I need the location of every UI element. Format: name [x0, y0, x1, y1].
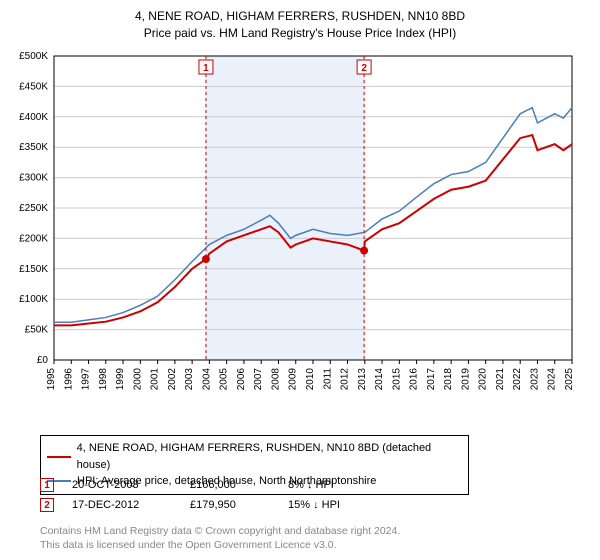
- svg-text:2011: 2011: [322, 368, 333, 390]
- svg-text:2021: 2021: [495, 368, 506, 391]
- svg-text:2000: 2000: [132, 368, 143, 391]
- svg-text:2: 2: [361, 63, 367, 74]
- svg-text:2019: 2019: [460, 368, 471, 391]
- svg-text:£500K: £500K: [19, 51, 48, 62]
- sale-price: £166,000: [190, 479, 270, 491]
- svg-text:2012: 2012: [340, 368, 351, 391]
- sale-row: 2 17-DEC-2012 £179,950 15% ↓ HPI: [40, 498, 378, 512]
- svg-text:2008: 2008: [270, 368, 281, 391]
- svg-text:2010: 2010: [305, 368, 316, 391]
- svg-text:2018: 2018: [443, 368, 454, 391]
- svg-text:2024: 2024: [547, 368, 558, 391]
- legend-swatch: [47, 456, 71, 458]
- chart-title: 4, NENE ROAD, HIGHAM FERRERS, RUSHDEN, N…: [0, 0, 600, 42]
- svg-text:£250K: £250K: [19, 203, 48, 214]
- svg-text:2016: 2016: [409, 368, 420, 391]
- svg-text:2020: 2020: [478, 368, 489, 391]
- svg-text:£350K: £350K: [19, 142, 48, 153]
- svg-text:£300K: £300K: [19, 173, 48, 184]
- footer-line-1: Contains HM Land Registry data © Crown c…: [40, 524, 400, 538]
- svg-text:2009: 2009: [288, 368, 299, 391]
- sale-marker-icon: 1: [40, 478, 54, 492]
- svg-text:2022: 2022: [512, 368, 523, 391]
- svg-text:£150K: £150K: [19, 264, 48, 275]
- price-chart: £0 £50K £100K £150K £200K £250K £300K £350K £400…: [6, 50, 578, 400]
- svg-text:£100K: £100K: [19, 294, 48, 305]
- svg-text:2017: 2017: [426, 368, 437, 391]
- legend-label: 4, NENE ROAD, HIGHAM FERRERS, RUSHDEN, N…: [77, 440, 462, 473]
- sale-row: 1 20-OCT-2003 £166,000 8% ↓ HPI: [40, 478, 378, 492]
- svg-text:2015: 2015: [391, 368, 402, 391]
- svg-text:2001: 2001: [150, 368, 161, 391]
- footer-line-2: This data is licensed under the Open Gov…: [40, 538, 400, 552]
- svg-text:1999: 1999: [115, 368, 126, 391]
- sale-hpi-diff: 15% ↓ HPI: [288, 499, 378, 511]
- sale-hpi-diff: 8% ↓ HPI: [288, 479, 378, 491]
- svg-text:1995: 1995: [46, 368, 57, 391]
- sale-date: 20-OCT-2003: [72, 479, 172, 491]
- svg-text:2005: 2005: [219, 368, 230, 391]
- footer-attribution: Contains HM Land Registry data © Crown c…: [40, 524, 400, 552]
- svg-text:2014: 2014: [374, 368, 385, 391]
- title-line-2: Price paid vs. HM Land Registry's House …: [0, 25, 600, 42]
- sale-price: £179,950: [190, 499, 270, 511]
- svg-text:£200K: £200K: [19, 233, 48, 244]
- svg-text:2023: 2023: [529, 368, 540, 391]
- svg-text:2025: 2025: [564, 368, 575, 391]
- svg-text:1996: 1996: [63, 368, 74, 391]
- svg-text:1998: 1998: [98, 368, 109, 391]
- legend-item: 4, NENE ROAD, HIGHAM FERRERS, RUSHDEN, N…: [47, 440, 462, 473]
- svg-text:2002: 2002: [167, 368, 178, 391]
- svg-text:£0: £0: [37, 355, 49, 366]
- svg-text:2013: 2013: [357, 368, 368, 391]
- sale-date: 17-DEC-2012: [72, 499, 172, 511]
- svg-text:£400K: £400K: [19, 112, 48, 123]
- title-line-1: 4, NENE ROAD, HIGHAM FERRERS, RUSHDEN, N…: [0, 8, 600, 25]
- svg-text:£50K: £50K: [25, 325, 49, 336]
- svg-text:2007: 2007: [253, 368, 264, 391]
- svg-text:2003: 2003: [184, 368, 195, 391]
- svg-text:2006: 2006: [236, 368, 247, 391]
- svg-text:1997: 1997: [81, 368, 92, 391]
- svg-text:£450K: £450K: [19, 81, 48, 92]
- svg-text:2004: 2004: [201, 368, 212, 391]
- sale-marker-icon: 2: [40, 498, 54, 512]
- svg-text:1: 1: [203, 63, 209, 74]
- sale-records: 1 20-OCT-2003 £166,000 8% ↓ HPI 2 17-DEC-2012…: [40, 478, 378, 518]
